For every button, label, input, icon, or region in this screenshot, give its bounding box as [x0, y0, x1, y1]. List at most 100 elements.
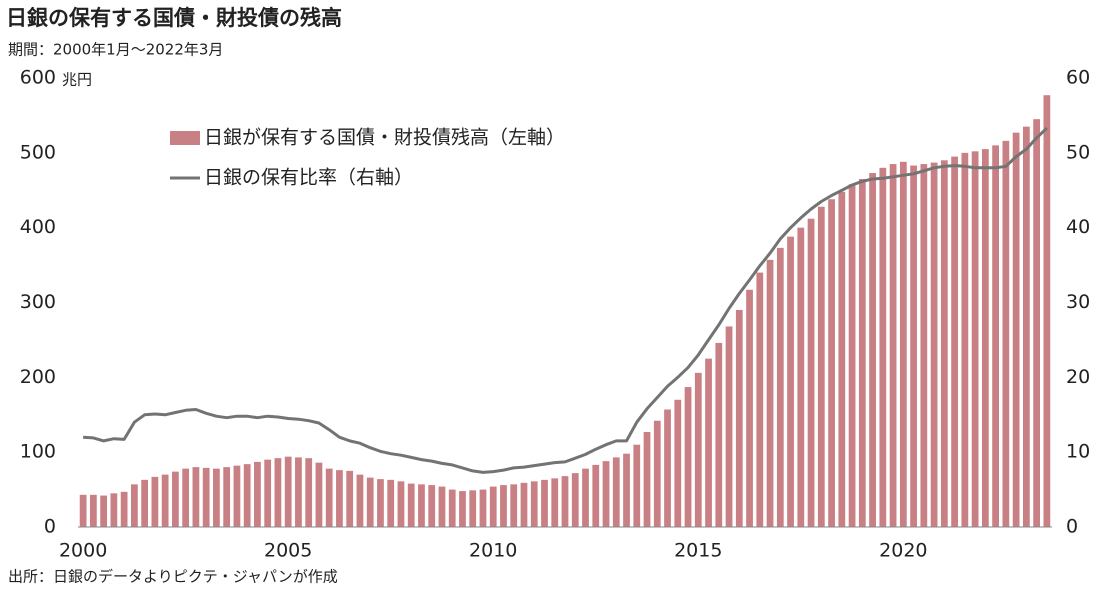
bar	[120, 491, 128, 527]
bar	[797, 227, 805, 527]
y-tick-label: 600	[20, 67, 56, 89]
bar	[684, 387, 692, 527]
bar	[940, 160, 948, 528]
bar	[79, 494, 87, 527]
bar	[110, 493, 118, 527]
bar	[418, 484, 425, 527]
y2-tick-label: 10	[1066, 441, 1090, 463]
chart-subtitle: 期間：2000年1月〜2022年3月	[8, 41, 223, 59]
bar	[223, 467, 231, 527]
bar	[520, 482, 528, 527]
bar	[366, 477, 374, 527]
y-tick-label: 500	[20, 141, 56, 163]
y2-tick-label: 30	[1066, 291, 1090, 313]
y2-tick-label: 20	[1066, 366, 1090, 388]
bar	[992, 145, 999, 527]
bar	[848, 184, 856, 527]
bar	[951, 156, 958, 527]
y-tick-label: 300	[20, 291, 56, 313]
bar	[746, 289, 753, 527]
bar	[233, 465, 241, 527]
bar	[284, 456, 292, 527]
bar	[213, 468, 220, 527]
x-tick-label: 2015	[674, 540, 722, 562]
bar	[479, 489, 487, 527]
bar	[274, 458, 282, 527]
bar	[1022, 126, 1030, 528]
legend-swatch	[170, 131, 200, 145]
bar	[489, 486, 497, 527]
bar	[725, 326, 733, 527]
bar	[869, 173, 876, 527]
bar	[89, 494, 97, 527]
y2-tick-label: 40	[1066, 216, 1090, 238]
bar	[459, 491, 466, 527]
bar	[807, 218, 815, 528]
line	[82, 127, 1048, 474]
bar	[1002, 140, 1010, 528]
bar	[971, 151, 979, 527]
bar	[530, 481, 538, 527]
bar	[469, 490, 477, 527]
bar	[202, 467, 210, 527]
bar	[295, 457, 302, 527]
bar	[1012, 132, 1020, 527]
bar	[694, 372, 702, 527]
bar	[254, 461, 261, 527]
bar	[981, 149, 989, 527]
y-tick-label: 400	[20, 216, 56, 238]
bar	[305, 458, 313, 527]
y2-tick-label: 60	[1066, 67, 1090, 89]
bar	[787, 236, 794, 527]
bar	[315, 462, 323, 527]
bar	[817, 206, 825, 528]
bar	[715, 342, 723, 527]
bar	[264, 459, 272, 527]
bar	[879, 167, 887, 528]
bar	[541, 479, 548, 527]
bar	[623, 453, 630, 527]
bar	[674, 399, 682, 527]
bar	[592, 464, 600, 527]
bar	[325, 468, 333, 527]
bar	[1043, 95, 1051, 527]
bar	[766, 259, 774, 527]
bar	[243, 464, 251, 527]
bar	[653, 420, 661, 527]
y2-tick-label: 0	[1066, 516, 1078, 538]
bar	[161, 474, 169, 527]
bar	[664, 409, 671, 527]
bar	[776, 247, 784, 527]
y-tick-label: 100	[20, 441, 56, 463]
bar	[192, 467, 200, 527]
bar	[510, 484, 518, 527]
bar	[438, 486, 446, 527]
bar	[930, 162, 938, 528]
bar	[377, 479, 384, 527]
bar	[602, 461, 610, 527]
bar	[612, 457, 620, 527]
bar	[151, 476, 159, 527]
bar	[397, 481, 405, 527]
bar	[172, 471, 179, 527]
bar	[448, 489, 456, 527]
bar	[387, 479, 395, 527]
bar	[571, 473, 579, 527]
bar	[756, 272, 764, 527]
bar	[582, 468, 589, 527]
y-unit: 兆円	[62, 71, 92, 89]
x-tick-label: 2000	[59, 540, 107, 562]
y2-tick-label: 50	[1066, 141, 1090, 163]
bar	[828, 199, 835, 528]
bar	[500, 485, 507, 527]
bar	[336, 470, 343, 527]
bar	[561, 476, 569, 527]
bar	[633, 444, 641, 527]
y-tick-label: 0	[44, 516, 56, 538]
bar	[961, 152, 969, 528]
bar	[407, 483, 415, 527]
legend-label: 日銀の保有比率（右軸）	[204, 167, 413, 189]
bar	[920, 164, 928, 527]
bar	[356, 474, 364, 527]
